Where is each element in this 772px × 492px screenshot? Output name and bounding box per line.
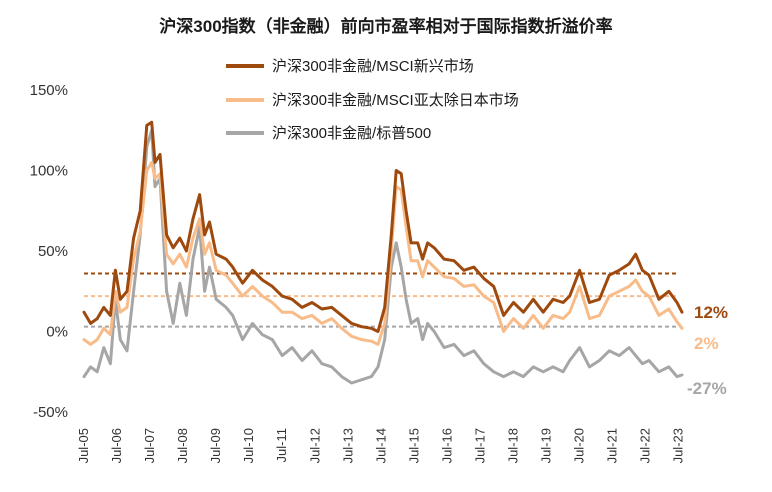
legend: 沪深300非金融/MSCI新兴市场 沪深300非金融/MSCI亚太除日本市场 沪…	[226, 58, 519, 142]
x-tick-label: Jul-07	[142, 428, 157, 463]
x-tick-label: Jul-18	[506, 428, 521, 463]
x-tick-label: Jul-21	[605, 428, 620, 463]
chart-title: 沪深300指数（非金融）前向市盈率相对于国际指数折溢价率	[159, 16, 612, 36]
x-tick-label: Jul-14	[373, 428, 388, 463]
x-tick-label: Jul-09	[208, 428, 223, 463]
series-line-2	[82, 128, 684, 385]
x-tick-label: Jul-23	[671, 428, 686, 463]
end-label-0: 12%	[694, 303, 728, 322]
x-tick-label: Jul-12	[307, 428, 322, 463]
legend-label-sp500: 沪深300非金融/标普500	[272, 125, 431, 142]
x-tick-label: Jul-16	[439, 428, 454, 463]
y-tick-label: -50%	[33, 404, 68, 421]
x-tick-label: Jul-11	[274, 428, 289, 462]
end-labels: 12% 2% -27%	[687, 303, 728, 398]
x-tick-label: Jul-22	[638, 428, 653, 463]
end-label-2: -27%	[687, 379, 727, 398]
x-tick-label: Jul-05	[76, 428, 91, 463]
end-label-1: 2%	[694, 334, 719, 353]
x-tick-label: Jul-08	[175, 428, 190, 463]
y-tick-label: 50%	[38, 243, 68, 260]
x-tick-label: Jul-13	[340, 428, 355, 463]
x-tick-label: Jul-15	[406, 428, 421, 463]
x-axis: Jul-05 Jul-06 Jul-07 Jul-08 Jul-09 Jul-10 Jul-…	[76, 428, 686, 463]
x-tick-label: Jul-06	[109, 428, 124, 463]
x-tick-label: Jul-19	[539, 428, 554, 463]
x-tick-label: Jul-10	[241, 428, 256, 463]
x-tick-label: Jul-17	[472, 428, 487, 463]
legend-label-emerging: 沪深300非金融/MSCI新兴市场	[272, 58, 474, 75]
x-tick-label: Jul-20	[572, 428, 587, 463]
y-tick-label: 100%	[30, 163, 68, 180]
series-line-0	[82, 120, 684, 333]
y-tick-label: 150%	[30, 82, 68, 99]
y-axis: 150% 100% 50% 0% -50%	[30, 82, 68, 421]
y-tick-label: 0%	[46, 324, 68, 341]
legend-label-apac: 沪深300非金融/MSCI亚太除日本市场	[272, 92, 519, 109]
series-line-1	[82, 160, 684, 346]
series-lines	[82, 120, 684, 385]
